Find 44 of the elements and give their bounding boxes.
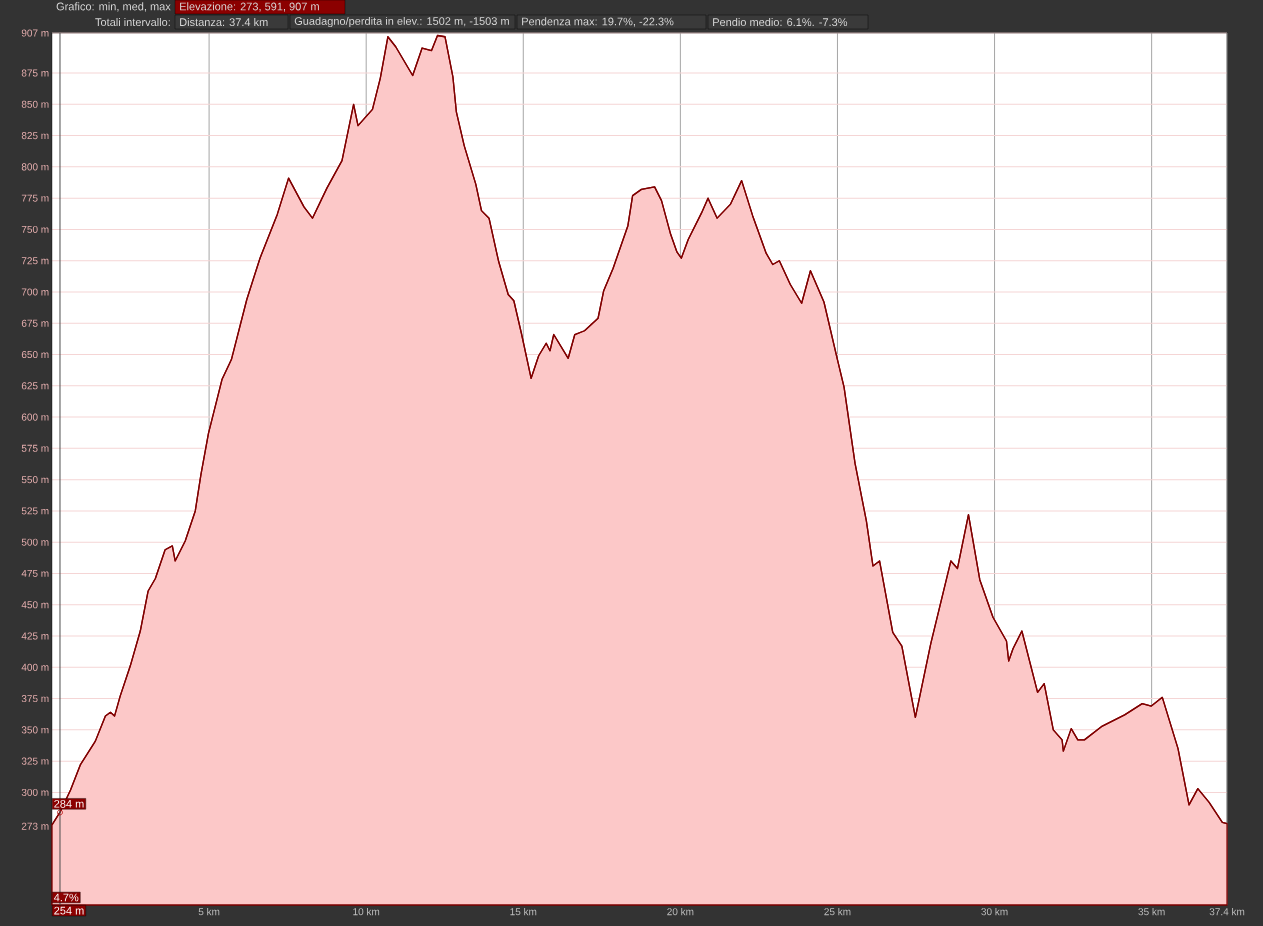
y-tick-label: 675 m (21, 319, 49, 327)
y-tick-label: 375 m (21, 695, 49, 703)
y-tick-label: 750 m (21, 225, 49, 233)
y-tick-label: 775 m (21, 194, 49, 202)
y-tick-label: 550 m (21, 476, 49, 484)
text: Grafico: min, med, max (56, 2, 171, 12)
text: Totali intervallo: (95, 17, 170, 27)
x-tick-label: 20 km (667, 907, 694, 916)
text: Elevazione: 273, 591, 907 m (180, 2, 319, 12)
x-tick-label: 37.4 km (1209, 907, 1245, 916)
y-tick-label: 650 m (21, 351, 49, 359)
y-tick-label: 907 m (21, 29, 49, 37)
y-tick-label: 500 m (21, 538, 49, 546)
x-tick-label: 30 km (981, 907, 1008, 916)
x-tick-label: 15 km (510, 907, 537, 916)
x-tick-label: 35 km (1138, 907, 1165, 916)
y-tick-label: 525 m (21, 507, 49, 515)
text: Distanza: 37.4 km (180, 17, 268, 27)
x-tick-label: 25 km (824, 907, 851, 916)
text: Pendio medio: 6.1%. -7.3% (713, 17, 848, 27)
y-tick-label: 475 m (21, 569, 49, 577)
y-tick-label: 273 m (21, 822, 49, 830)
y-tick-label: 825 m (21, 132, 49, 140)
y-tick-label: 725 m (21, 257, 49, 265)
y-tick-label: 625 m (21, 382, 49, 390)
y-tick-label: 325 m (21, 757, 49, 765)
y-tick-label: 575 m (21, 444, 49, 452)
y-tick-label: 850 m (21, 100, 49, 108)
ref-line-label: 254 m (54, 906, 84, 915)
y-tick-label: 600 m (21, 413, 49, 421)
x-tick-label: 10 km (353, 907, 380, 916)
y-tick-label: 700 m (21, 288, 49, 296)
annotation: 284 m (54, 799, 84, 808)
y-tick-label: 425 m (21, 632, 49, 640)
y-tick-label: 875 m (21, 69, 49, 77)
y-tick-label: 400 m (21, 663, 49, 671)
x-tick-label: 5 km (198, 907, 220, 916)
text: Guadagno/perdita in elev.: 1502 m, -1503 m (294, 16, 509, 28)
y-tick-label: 350 m (21, 726, 49, 734)
annotation: 4.7% (53, 893, 79, 902)
y-tick-label: 300 m (21, 788, 49, 796)
y-tick-label: 800 m (21, 163, 49, 171)
y-tick-label: 450 m (21, 601, 49, 609)
text: Pendenza max: 19.7%, -22.3% (522, 17, 674, 27)
